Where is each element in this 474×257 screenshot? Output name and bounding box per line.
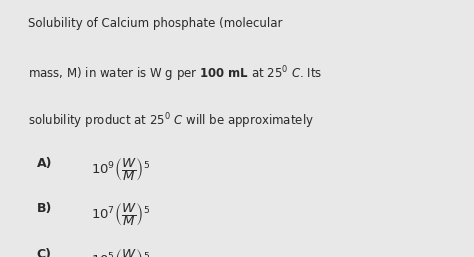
Text: C): C) — [37, 248, 52, 257]
Text: $10^5\left(\dfrac{W}{M}\right)^5$: $10^5\left(\dfrac{W}{M}\right)^5$ — [91, 247, 150, 257]
Text: Solubility of Calcium phosphate (molecular: Solubility of Calcium phosphate (molecul… — [27, 17, 282, 31]
Text: B): B) — [37, 202, 52, 215]
Text: $10^7\left(\dfrac{W}{M}\right)^5$: $10^7\left(\dfrac{W}{M}\right)^5$ — [91, 201, 150, 228]
Text: $10^9\left(\dfrac{W}{M}\right)^5$: $10^9\left(\dfrac{W}{M}\right)^5$ — [91, 156, 150, 183]
Text: solubility product at $25^0$ $C$ will be approximately: solubility product at $25^0$ $C$ will be… — [27, 111, 314, 131]
Text: A): A) — [37, 157, 52, 170]
Text: mass, M) in water is W g per $\mathbf{100}$ $\mathbf{mL}$ at $25^0$ $C$. Its: mass, M) in water is W g per $\mathbf{10… — [27, 64, 322, 84]
